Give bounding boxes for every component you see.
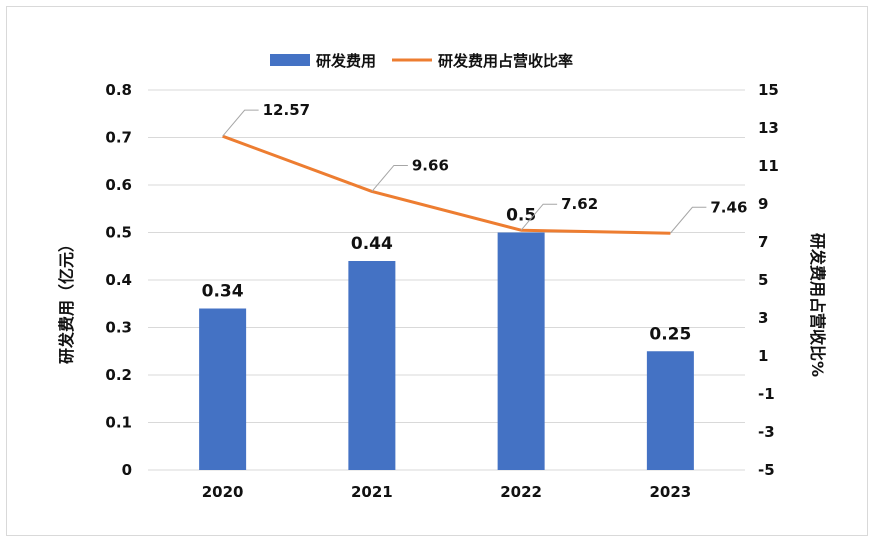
y-left-tick-label: 0.1 — [105, 414, 132, 432]
y-right-tick-label: 9 — [758, 195, 768, 213]
ratio-line — [222, 134, 671, 235]
bar — [646, 351, 694, 470]
bar-value-label: 0.34 — [202, 282, 244, 302]
y-left-tick-label: 0.8 — [105, 81, 132, 99]
bar-value-label: 0.25 — [649, 324, 691, 344]
legend-label-line: 研发费用占营收比率 — [438, 52, 573, 70]
bar — [199, 308, 247, 470]
x-tick-label: 2020 — [202, 483, 244, 501]
leader-line — [669, 206, 707, 234]
bar — [348, 261, 396, 470]
leader-line — [371, 164, 408, 192]
y-right-tick-label: -5 — [758, 461, 775, 479]
legend: 研发费用 研发费用占营收比率 — [270, 52, 573, 70]
legend-swatch-bar — [270, 54, 310, 66]
bars — [199, 232, 694, 470]
y-right-tick-label: 7 — [758, 233, 768, 251]
y-right-tick-label: 3 — [758, 309, 768, 327]
legend-label-bar: 研发费用 — [316, 52, 376, 70]
leader-line — [222, 109, 259, 137]
ratio-line-path — [222, 134, 671, 235]
bar — [497, 232, 545, 470]
x-tick-label: 2023 — [650, 483, 692, 501]
y-left-tick-label: 0.6 — [105, 176, 132, 194]
y-left-tick-label: 0.4 — [105, 271, 132, 289]
y-right-tick-label: -1 — [758, 385, 775, 403]
y-right-tick-label: 5 — [758, 271, 768, 289]
bar-value-label: 0.44 — [351, 234, 393, 254]
bar-value-label: 0.5 — [506, 206, 536, 226]
y-axis-right-title: 研发费用占营收比% — [808, 233, 827, 377]
line-value-label: 7.46 — [710, 198, 747, 216]
y-left-tick-label: 0 — [122, 461, 132, 479]
line-value-label: 7.62 — [561, 195, 598, 213]
chart-frame — [6, 6, 868, 536]
y-axis-left-title: 研发费用（亿元） — [57, 236, 76, 364]
y-left-tick-label: 0.3 — [105, 319, 132, 337]
y-right-tick-label: 13 — [758, 119, 779, 137]
x-tick-label: 2021 — [351, 483, 393, 501]
leader-line — [520, 203, 558, 231]
y-left-tick-label: 0.5 — [105, 224, 132, 242]
y-axis-left-ticks: 0 0.1 0.2 0.3 0.4 0.5 0.6 0.7 0.8 — [105, 81, 132, 479]
y-left-tick-label: 0.2 — [105, 366, 132, 384]
line-value-label: 12.57 — [263, 101, 310, 119]
x-axis-ticks: 2020 2021 2022 2023 — [202, 483, 692, 501]
y-right-tick-label: 11 — [758, 157, 779, 175]
data-labels: 0.34 0.44 0.5 0.25 12.57 9.66 7.62 7.46 — [202, 101, 748, 344]
y-right-tick-label: -3 — [758, 423, 775, 441]
x-tick-label: 2022 — [500, 483, 542, 501]
line-value-label: 9.66 — [412, 156, 449, 174]
y-left-tick-label: 0.7 — [105, 129, 132, 147]
y-right-tick-label: 15 — [758, 81, 779, 99]
y-right-tick-label: 1 — [758, 347, 768, 365]
